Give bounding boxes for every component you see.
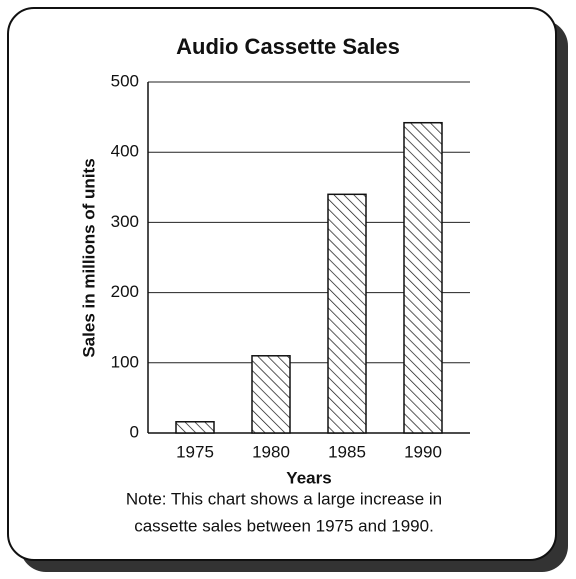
x-tick-label: 1990 — [404, 442, 442, 461]
y-tick-label: 300 — [111, 212, 139, 231]
x-tick-label: 1985 — [328, 442, 366, 461]
bar — [327, 193, 367, 434]
bar — [175, 421, 215, 434]
y-tick-label: 400 — [111, 142, 139, 161]
chart-title: Audio Cassette Sales — [176, 34, 400, 59]
y-axis-label: Sales in millions of units — [79, 158, 98, 357]
y-tick-label: 500 — [111, 71, 139, 90]
bar — [403, 121, 443, 434]
bar — [251, 355, 291, 434]
note-line: cassette sales between 1975 and 1990. — [134, 516, 434, 535]
note-line: Note: This chart shows a large increase … — [126, 489, 442, 508]
x-tick-label: 1975 — [176, 442, 214, 461]
y-tick-label: 0 — [130, 422, 139, 441]
x-tick-label: 1980 — [252, 442, 290, 461]
y-tick-label: 100 — [111, 352, 139, 371]
y-tick-label: 200 — [111, 282, 139, 301]
x-axis-label: Years — [286, 468, 331, 487]
